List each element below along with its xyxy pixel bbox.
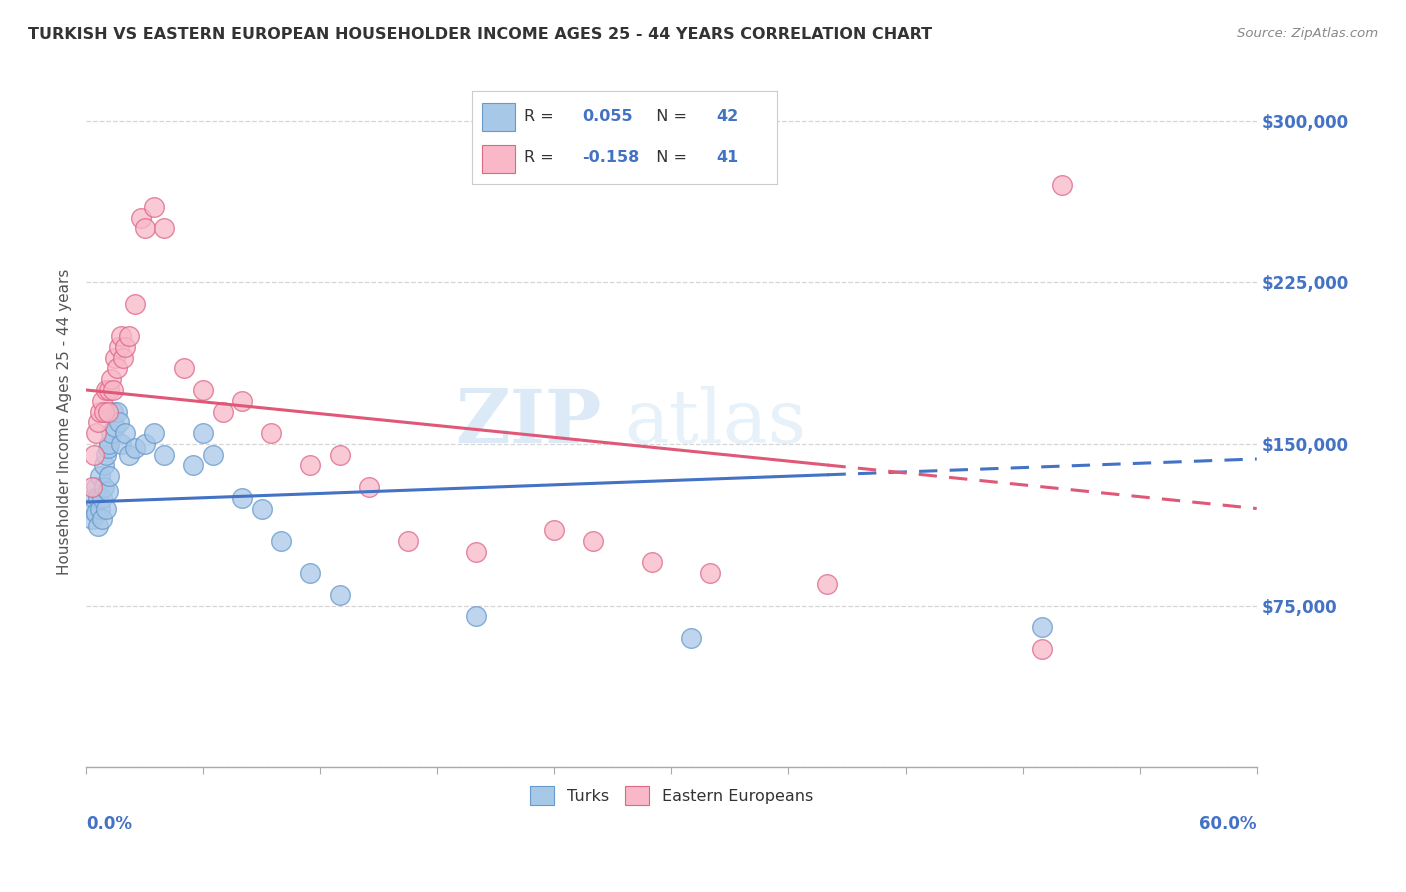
Text: TURKISH VS EASTERN EUROPEAN HOUSEHOLDER INCOME AGES 25 - 44 YEARS CORRELATION CH: TURKISH VS EASTERN EUROPEAN HOUSEHOLDER … (28, 27, 932, 42)
Point (465, 544, 488, 558)
Point (299, 458, 322, 473)
Point (1031, 620, 1053, 634)
Point (112, 351, 135, 365)
Point (143, 426, 166, 441)
Point (153, 448, 176, 462)
Point (83, 448, 105, 462)
Point (93, 404, 115, 418)
Point (114, 426, 136, 441)
Point (83, 491, 105, 505)
Point (191, 426, 214, 441)
Point (89, 501, 111, 516)
Point (143, 200, 166, 214)
Point (260, 426, 283, 441)
Point (84, 480, 107, 494)
Point (231, 393, 253, 408)
Point (79, 501, 101, 516)
Text: 60.0%: 60.0% (1199, 814, 1257, 832)
Point (104, 351, 127, 365)
Point (96, 484, 118, 499)
Point (100, 426, 122, 441)
Point (110, 329, 132, 343)
Point (103, 404, 125, 418)
Point (357, 480, 380, 494)
Point (108, 340, 131, 354)
Point (118, 329, 141, 343)
Point (89, 404, 111, 418)
Point (98, 437, 121, 451)
Point (153, 221, 176, 235)
Point (98, 469, 121, 483)
Point (329, 448, 352, 462)
Point (1050, 178, 1073, 193)
Point (84, 426, 107, 441)
Point (231, 491, 253, 505)
Point (96, 441, 118, 455)
Point (98, 383, 121, 397)
Point (108, 415, 131, 429)
Point (1031, 641, 1053, 656)
Point (94, 501, 117, 516)
Point (679, 631, 702, 645)
Point (211, 404, 233, 418)
Point (93, 480, 115, 494)
Point (93, 458, 115, 473)
Point (396, 533, 419, 548)
Point (641, 556, 664, 570)
Point (299, 566, 322, 581)
Point (124, 297, 146, 311)
Point (110, 437, 132, 451)
Point (80, 480, 103, 494)
Point (90, 393, 112, 408)
Point (105, 361, 128, 376)
Point (270, 533, 292, 548)
Point (582, 533, 605, 548)
Point (87, 415, 110, 429)
Point (90, 512, 112, 526)
Text: 0.0%: 0.0% (86, 814, 132, 832)
Point (191, 383, 214, 397)
Legend: Turks, Eastern Europeans: Turks, Eastern Europeans (523, 780, 820, 811)
Point (817, 577, 839, 591)
Text: Source: ZipAtlas.com: Source: ZipAtlas.com (1237, 27, 1378, 40)
Point (100, 372, 122, 386)
Point (89, 469, 111, 483)
Point (543, 523, 565, 537)
Point (250, 501, 273, 516)
Point (134, 437, 156, 451)
Point (80, 512, 103, 526)
Point (124, 441, 146, 455)
Point (173, 361, 195, 376)
Point (94, 383, 117, 397)
Text: ZIP: ZIP (454, 386, 602, 458)
Point (134, 221, 156, 235)
Point (699, 566, 721, 581)
Point (183, 458, 205, 473)
Point (94, 448, 117, 462)
Point (118, 448, 141, 462)
Text: atlas: atlas (624, 386, 807, 458)
Point (201, 448, 224, 462)
Point (465, 609, 488, 624)
Point (87, 491, 110, 505)
Point (90, 491, 112, 505)
Point (129, 211, 152, 225)
Point (105, 404, 128, 418)
Point (87, 518, 110, 533)
Point (96, 404, 118, 418)
Point (84, 506, 107, 520)
Point (114, 340, 136, 354)
Point (329, 588, 352, 602)
Point (103, 383, 125, 397)
Y-axis label: Householder Income Ages 25 - 44 years: Householder Income Ages 25 - 44 years (58, 269, 72, 575)
Point (104, 419, 127, 434)
